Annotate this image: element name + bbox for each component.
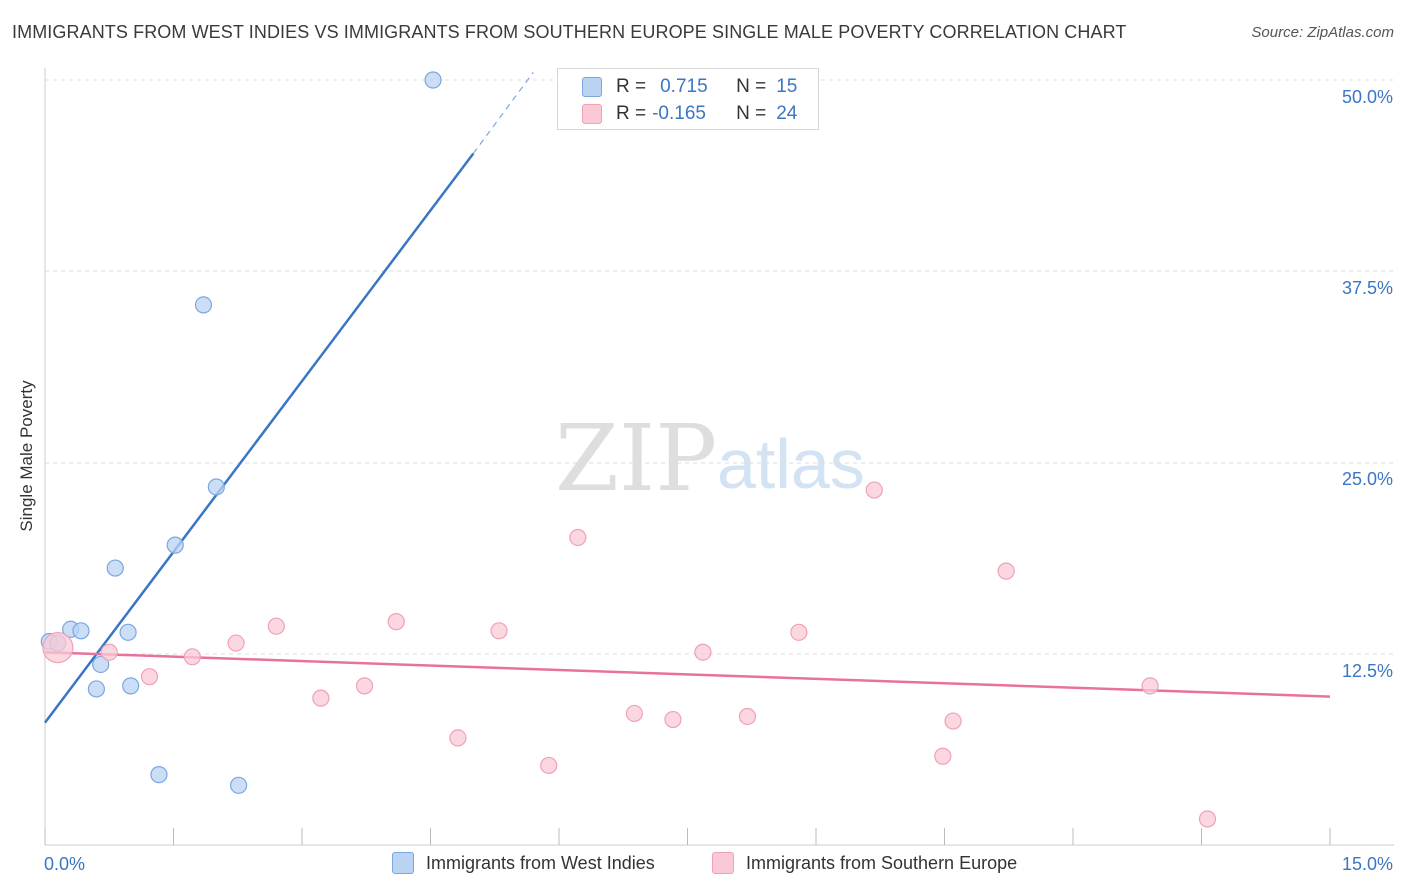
southern-europe-point bbox=[1141, 677, 1159, 695]
legend-swatch-pink bbox=[582, 104, 602, 124]
southern-europe-point bbox=[790, 623, 808, 641]
southern-europe-point bbox=[625, 704, 643, 723]
trend-line bbox=[44, 650, 1331, 698]
legend-r-label: R = bbox=[616, 103, 647, 124]
y-tick-label: 50.0% bbox=[1342, 87, 1393, 107]
gridlines bbox=[45, 79, 1394, 655]
trend-line-extension bbox=[472, 71, 534, 154]
southern-europe-point bbox=[355, 677, 374, 695]
x-tick-label: 0.0% bbox=[44, 854, 85, 874]
legend-r-label: R = bbox=[616, 76, 647, 97]
southern-europe-point bbox=[694, 643, 712, 661]
trend-line bbox=[44, 152, 475, 724]
legend-n-label: N = bbox=[736, 76, 767, 97]
west-indies-point bbox=[87, 680, 106, 698]
southern-europe-point bbox=[569, 528, 587, 547]
southern-europe-point bbox=[738, 707, 757, 726]
x-tick-label: 15.0% bbox=[1342, 854, 1393, 874]
chart-title: IMMIGRANTS FROM WEST INDIES VS IMMIGRANT… bbox=[12, 22, 1127, 42]
west-indies-point bbox=[207, 478, 225, 496]
southern-europe-point bbox=[227, 634, 245, 652]
southern-europe-point bbox=[449, 729, 467, 747]
legend-row-west-indies: R = 0.715 N = 15 bbox=[582, 75, 798, 99]
axes bbox=[44, 68, 1394, 846]
southern-europe-point bbox=[140, 668, 159, 686]
tick-labels: 12.5% 25.0% 37.5% 50.0% 0.0% 15.0% bbox=[44, 87, 1393, 874]
source-credit: Source: ZipAtlas.com bbox=[1251, 24, 1394, 41]
legend-r-value: 0.715 bbox=[660, 76, 708, 97]
source-label: Source: bbox=[1251, 24, 1304, 41]
y-tick-label: 37.5% bbox=[1342, 278, 1393, 298]
west-indies-point bbox=[166, 536, 184, 554]
legend-swatch-blue bbox=[582, 77, 602, 97]
legend-row-southern-europe: R = -0.165 N = 24 bbox=[582, 102, 798, 126]
west-indies-point bbox=[72, 622, 90, 640]
legend-n-value: 24 bbox=[776, 103, 798, 124]
west-indies-point bbox=[119, 623, 137, 641]
southern-europe-point bbox=[944, 712, 962, 730]
legend-n-value: 15 bbox=[776, 76, 798, 97]
southern-europe-point bbox=[1198, 810, 1217, 828]
west-indies-point bbox=[106, 559, 124, 577]
west-indies-point bbox=[92, 655, 110, 674]
legend-swatch-blue bbox=[392, 852, 414, 874]
southern-europe-point bbox=[664, 710, 682, 729]
data-points bbox=[40, 71, 1217, 828]
west-indies-point bbox=[424, 71, 442, 89]
southern-europe-point bbox=[42, 632, 74, 664]
watermark-atlas: atlas bbox=[717, 425, 865, 503]
southern-europe-point bbox=[865, 481, 883, 499]
bottom-legend-southern-europe[interactable]: Immigrants from Southern Europe bbox=[712, 852, 1017, 874]
legend-label: Immigrants from West Indies bbox=[426, 852, 655, 873]
y-tick-label: 12.5% bbox=[1342, 661, 1393, 681]
southern-europe-point bbox=[387, 613, 405, 631]
legend-label: Immigrants from Southern Europe bbox=[746, 852, 1018, 873]
bottom-legend-west-indies[interactable]: Immigrants from West Indies bbox=[392, 852, 655, 874]
west-indies-point bbox=[230, 776, 248, 794]
legend-r-value: -0.165 bbox=[652, 103, 706, 124]
southern-europe-point bbox=[183, 648, 201, 666]
west-indies-point bbox=[122, 677, 140, 695]
y-tick-label: 25.0% bbox=[1342, 469, 1393, 489]
west-indies-point bbox=[194, 296, 213, 314]
southern-europe-point bbox=[100, 643, 118, 661]
southern-europe-point bbox=[312, 689, 330, 707]
southern-europe-point bbox=[540, 756, 558, 775]
southern-europe-point bbox=[997, 562, 1015, 580]
legend-swatch-pink bbox=[712, 852, 734, 874]
correlation-legend: R = 0.715 N = 15 R = -0.165 N = 24 bbox=[557, 68, 819, 130]
southern-europe-point bbox=[490, 622, 508, 640]
southern-europe-point bbox=[267, 617, 285, 635]
west-indies-point bbox=[150, 766, 168, 784]
trend-lines bbox=[44, 71, 1331, 724]
source-site[interactable]: ZipAtlas.com bbox=[1307, 24, 1394, 41]
southern-europe-point bbox=[934, 747, 952, 765]
legend-n-label: N = bbox=[736, 103, 767, 124]
watermark-zip: ZIP bbox=[555, 405, 717, 512]
